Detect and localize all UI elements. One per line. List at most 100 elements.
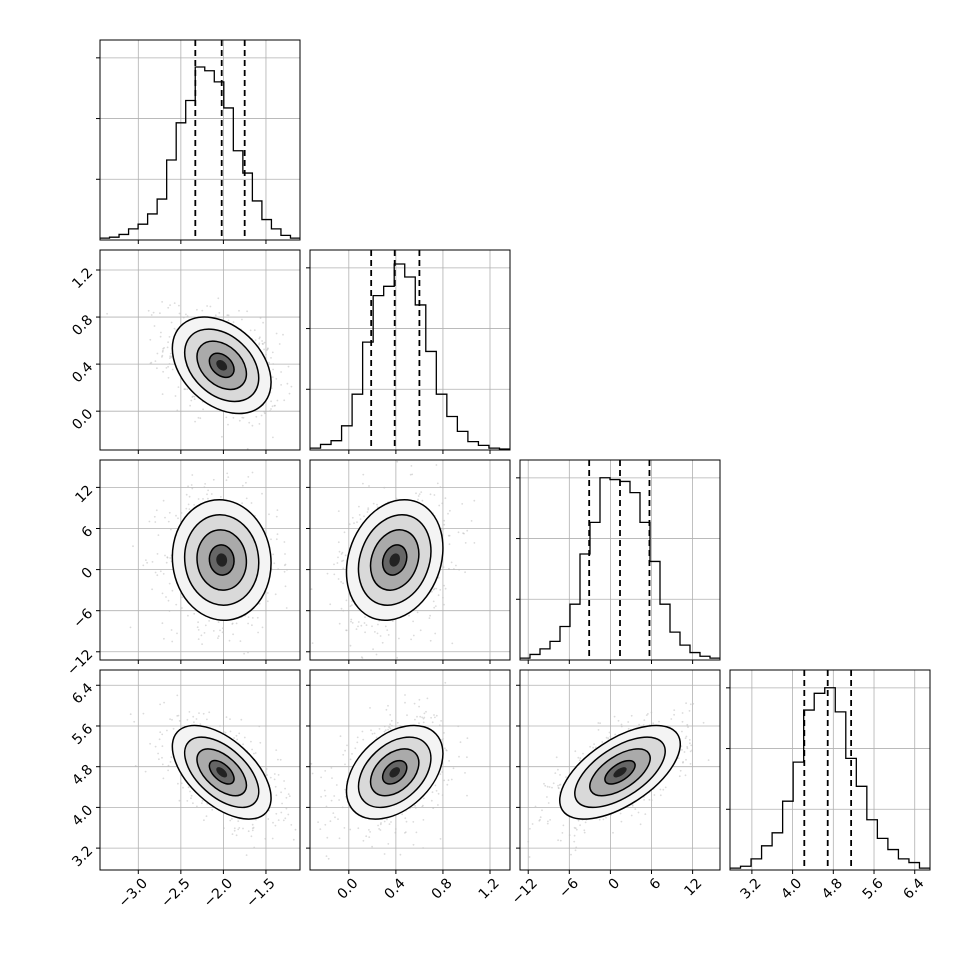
scatter-point xyxy=(258,342,261,345)
scatter-point xyxy=(340,607,343,610)
scatter-point xyxy=(272,436,274,439)
scatter-point xyxy=(435,789,438,792)
scatter-point xyxy=(441,771,444,773)
scatter-point xyxy=(272,368,274,371)
scatter-point xyxy=(146,561,149,564)
scatter-point xyxy=(193,398,196,400)
scatter-point xyxy=(372,502,375,505)
scatter-point xyxy=(196,805,198,808)
scatter-point xyxy=(235,622,238,625)
scatter-point xyxy=(285,796,288,799)
scatter-point xyxy=(191,487,194,490)
scatter-point xyxy=(365,835,368,838)
scatter-point xyxy=(432,600,435,603)
scatter-point xyxy=(418,698,421,701)
scatter-point xyxy=(129,626,132,629)
scatter-point xyxy=(681,720,684,723)
panel-frame xyxy=(99,669,301,871)
scatter-point xyxy=(574,750,577,753)
scatter-point xyxy=(638,723,640,726)
scatter-point xyxy=(450,561,453,564)
x-tick-label-0: −3.0 xyxy=(116,875,151,910)
scatter-point xyxy=(184,388,187,391)
scatter-point xyxy=(320,795,322,798)
scatter-point xyxy=(599,722,601,725)
scatter-point xyxy=(363,515,365,518)
scatter-point xyxy=(247,830,250,833)
scatter-point xyxy=(186,315,189,317)
scatter-point xyxy=(433,494,436,496)
scatter-point xyxy=(262,321,264,324)
scatter-point xyxy=(238,309,240,312)
scatter-point xyxy=(222,627,224,630)
scatter-point xyxy=(375,736,378,739)
scatter-point xyxy=(539,816,542,819)
scatter-point xyxy=(167,769,170,772)
scatter-point xyxy=(218,312,221,314)
scatter-point xyxy=(409,473,412,476)
scatter-point xyxy=(224,731,227,734)
scatter-point xyxy=(106,312,108,315)
panel-frame xyxy=(729,669,931,871)
scatter-point xyxy=(387,704,389,707)
scatter-point xyxy=(251,617,254,619)
scatter-point xyxy=(439,838,442,840)
scatter-point xyxy=(546,822,549,825)
scatter-point xyxy=(223,827,225,829)
scatter-point xyxy=(197,621,200,624)
scatter-point xyxy=(185,493,188,496)
scatter-point xyxy=(180,512,183,514)
scatter-point xyxy=(220,496,222,498)
scatter-point xyxy=(276,399,279,402)
scatter-point xyxy=(156,367,158,370)
scatter-point xyxy=(619,812,622,815)
scatter-point xyxy=(167,341,170,344)
scatter-point xyxy=(357,827,360,830)
scatter-point xyxy=(253,752,255,755)
scatter-point xyxy=(154,745,157,748)
scatter-point xyxy=(231,818,233,820)
scatter-point xyxy=(385,708,388,711)
scatter-point xyxy=(659,788,662,791)
scatter-point xyxy=(417,498,419,501)
scatter-point xyxy=(207,497,209,500)
scatter-point xyxy=(311,642,314,644)
scatter-point xyxy=(367,507,370,509)
scatter-point xyxy=(650,711,653,714)
scatter-point xyxy=(443,523,446,526)
scatter-point xyxy=(237,820,240,822)
scatter-point xyxy=(310,588,313,590)
scatter-point xyxy=(386,818,388,821)
scatter-point xyxy=(274,404,276,407)
scatter-point xyxy=(198,712,200,714)
scatter-point xyxy=(367,508,370,511)
scatter-point xyxy=(202,498,204,500)
scatter-point xyxy=(324,770,327,772)
scatter-point xyxy=(133,720,136,723)
scatter-point xyxy=(443,732,445,734)
panel-2-1 xyxy=(306,459,511,664)
scatter-point xyxy=(420,491,423,493)
scatter-point xyxy=(437,576,440,579)
scatter-point xyxy=(206,718,208,721)
scatter-point xyxy=(457,531,460,534)
scatter-point xyxy=(447,512,449,515)
x-tick-label-2: 12 xyxy=(681,875,705,899)
scatter-point xyxy=(235,834,238,837)
scatter-point xyxy=(464,772,466,774)
y-tick-label-3: 3.2 xyxy=(69,843,96,870)
scatter-point xyxy=(246,448,249,450)
scatter-point xyxy=(185,313,187,316)
scatter-point xyxy=(238,827,241,829)
scatter-point xyxy=(369,831,371,833)
scatter-point xyxy=(543,782,545,785)
scatter-point xyxy=(364,616,366,618)
contour-line-1 xyxy=(357,514,432,606)
scatter-point xyxy=(165,596,167,598)
scatter-point xyxy=(243,652,246,655)
scatter-point xyxy=(458,755,460,758)
panel-frame xyxy=(309,249,511,451)
scatter-point xyxy=(332,812,335,814)
scatter-point xyxy=(340,581,342,583)
scatter-point xyxy=(598,818,601,821)
